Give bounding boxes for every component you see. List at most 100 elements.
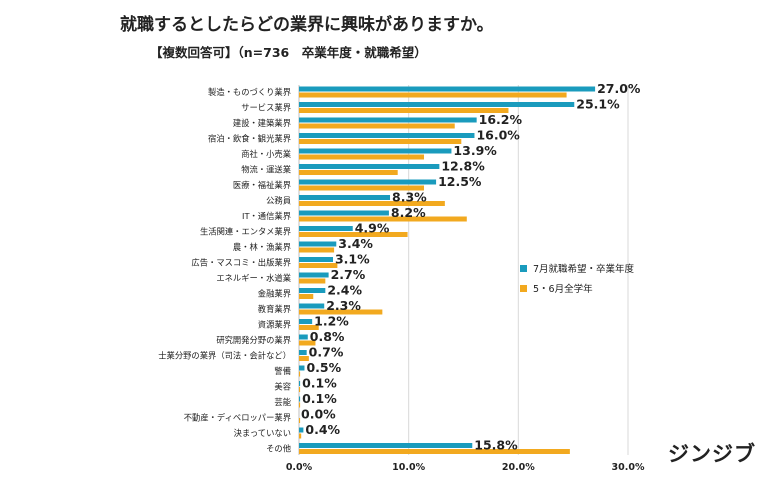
category-label: 生活関連・エンタメ業界: [200, 227, 291, 237]
bar-series1: [299, 241, 337, 247]
bar-series1: [299, 102, 575, 107]
bar-series1: [299, 86, 596, 92]
data-label: 0.7%: [309, 345, 344, 360]
data-label: 0.4%: [305, 422, 340, 437]
bar-series2: [299, 294, 314, 299]
category-label: 宿泊・飲食・観光業界: [208, 134, 291, 144]
bar-series2: [299, 139, 462, 144]
legend-label-series2: 5・6月全学年: [533, 284, 593, 295]
bar-series1: [299, 381, 301, 386]
data-label: 3.1%: [335, 252, 370, 267]
x-tick-label: 0.0%: [286, 462, 313, 473]
bar-series2: [299, 325, 319, 330]
bar-series1: [299, 365, 305, 371]
bar-series1: [299, 133, 475, 138]
bar-series2: [299, 232, 408, 237]
legend-item-series2: 5・6月全学年: [520, 278, 634, 298]
bar-series1: [299, 443, 473, 448]
bar-series2: [299, 170, 398, 175]
bar-series2: [299, 356, 309, 361]
category-label: 金融業界: [258, 289, 291, 299]
bar-series2: [299, 371, 301, 377]
bar-series2: [299, 309, 383, 315]
bar-series1: [299, 164, 440, 169]
data-label: 2.3%: [326, 298, 361, 313]
bar-series2: [299, 123, 455, 129]
bar-series2: [299, 418, 301, 423]
bar-series1: [299, 179, 437, 185]
data-label: 1.2%: [314, 314, 349, 329]
category-label: 農・林・漁業界: [233, 242, 291, 252]
bar-series1: [299, 117, 477, 123]
data-label: 13.9%: [453, 143, 497, 158]
legend-label-series1: 7月就職希望・卒業年度: [533, 264, 635, 275]
x-tick-label: 20.0%: [502, 462, 535, 473]
data-label: 4.9%: [355, 221, 390, 236]
legend: 7月就職希望・卒業年度 5・6月全学年: [520, 258, 634, 298]
category-label: 警備: [274, 366, 291, 376]
data-label: 16.0%: [476, 128, 520, 143]
bar-series2: [299, 278, 326, 284]
legend-item-series1: 7月就職希望・卒業年度: [520, 258, 634, 278]
bar-series1: [299, 288, 326, 293]
category-label: 芸能: [274, 397, 291, 407]
bar-series1: [299, 210, 389, 216]
data-label: 12.8%: [441, 159, 485, 174]
category-label: エネルギー・水道業: [216, 273, 291, 283]
bar-series2: [299, 263, 338, 268]
bar-series1: [299, 257, 333, 262]
bar-series2: [299, 433, 302, 439]
data-label: 3.4%: [338, 236, 373, 251]
data-label: 0.8%: [310, 329, 345, 344]
category-label: 不動産・ディベロッパー業界: [184, 413, 291, 423]
legend-swatch-series2: [520, 284, 527, 292]
data-label: 12.5%: [438, 174, 482, 189]
category-label: 医療・福祉業界: [233, 180, 291, 190]
data-label: 8.3%: [392, 190, 427, 205]
bar-series2: [299, 402, 301, 408]
bar-series2: [299, 247, 335, 253]
data-label: 0.0%: [301, 407, 336, 422]
bar-series2: [299, 92, 567, 98]
bar-series1: [299, 350, 307, 355]
bar-series1: [299, 226, 353, 231]
category-label: 教育業界: [258, 304, 291, 314]
bar-series2: [299, 154, 425, 160]
data-label: 15.8%: [474, 438, 518, 453]
data-label: 8.2%: [391, 205, 426, 220]
category-label: 研究開発分野の業界: [216, 335, 291, 345]
bar-series2: [299, 449, 570, 454]
bar-series1: [299, 303, 325, 309]
x-tick-label: 10.0%: [392, 462, 425, 473]
bar-series1: [299, 396, 301, 402]
data-label: 0.1%: [302, 391, 337, 406]
category-label: 広告・マスコミ・出版業界: [191, 258, 291, 268]
bar-series2: [299, 340, 316, 346]
data-label: 27.0%: [597, 81, 641, 96]
data-label: 2.4%: [327, 283, 362, 298]
bar-series2: [299, 201, 445, 206]
data-label: 0.1%: [302, 376, 337, 391]
bar-series1: [299, 427, 304, 433]
bar-series2: [299, 387, 301, 392]
category-label: 製造・ものづくり業界: [208, 87, 291, 97]
data-label: 2.7%: [331, 267, 366, 282]
bar-series1: [299, 148, 452, 154]
bar-series1: [299, 195, 391, 200]
chart-subtitle: 【複数回答可】（n=736 卒業年度・就職希望）: [150, 45, 427, 60]
chart-title: 就職するとしたらどの業界に興味がありますか。: [120, 15, 494, 35]
category-label: 物流・運送業: [241, 165, 291, 175]
bar-series1: [299, 272, 329, 278]
legend-swatch-series1: [520, 264, 527, 272]
bar-series2: [299, 216, 467, 222]
category-label: 決まっていない: [234, 428, 291, 438]
category-label: 美容: [274, 382, 291, 392]
data-label: 0.5%: [306, 360, 341, 375]
category-label: 資源業界: [258, 320, 291, 330]
category-label: IT・通信業界: [242, 211, 291, 221]
bar-series2: [299, 185, 425, 191]
category-label: 公務員: [266, 196, 291, 206]
x-tick-label: 30.0%: [612, 462, 645, 473]
bar-series1: [299, 334, 308, 340]
